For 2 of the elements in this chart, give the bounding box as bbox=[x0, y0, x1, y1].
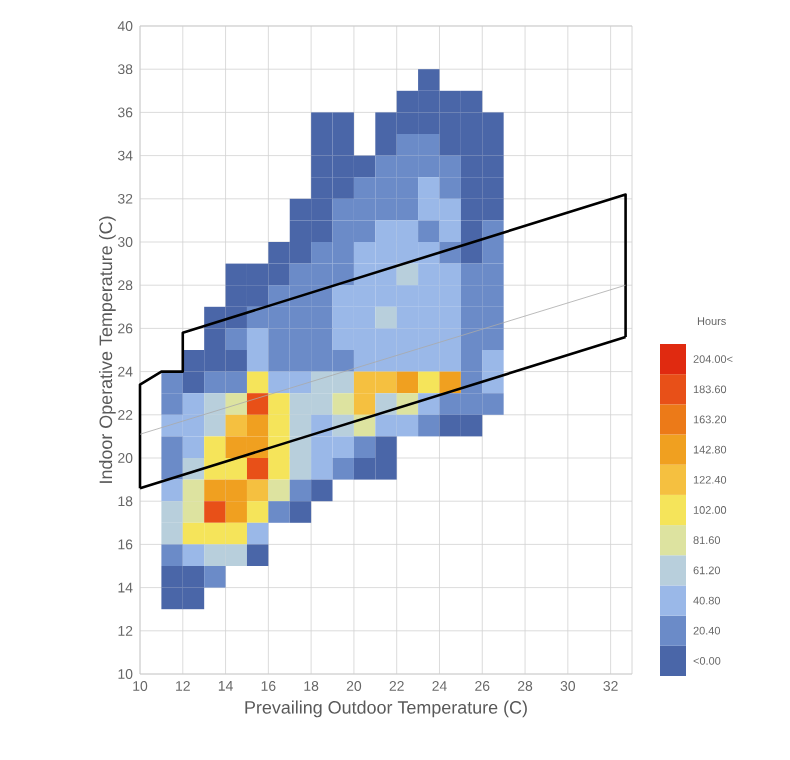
y-axis-title: Indoor Operative Temperature (C) bbox=[99, 216, 116, 483]
x-axis-title: Prevailing Outdoor Temperature (C) bbox=[245, 700, 527, 718]
